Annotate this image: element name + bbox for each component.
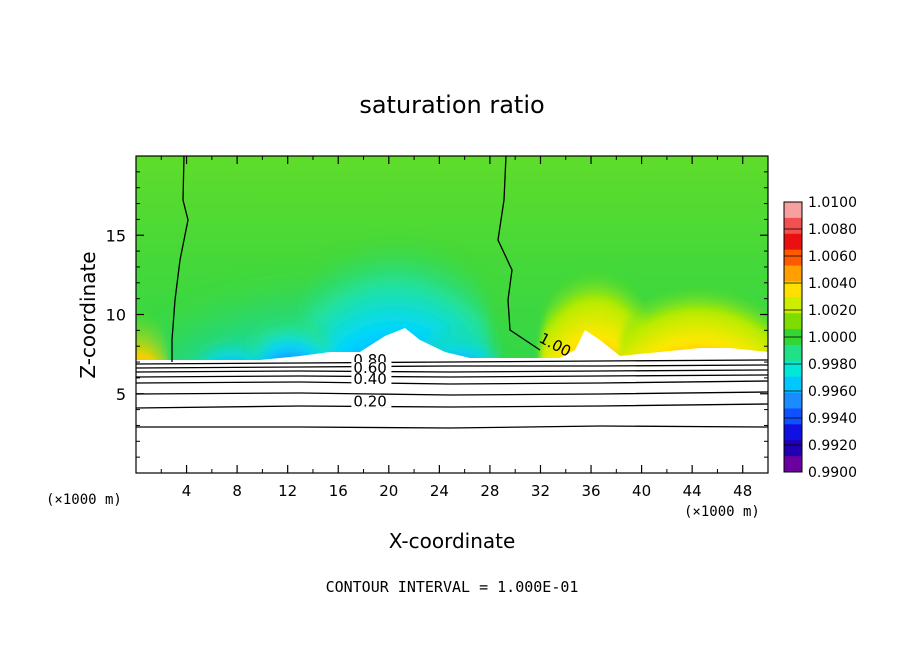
colorbar-segment — [784, 217, 802, 235]
colorbar-label: 1.0100 — [808, 195, 857, 211]
colorbar-segment — [784, 424, 802, 441]
contour-label-bg — [351, 362, 392, 375]
x-tick-label: 28 — [480, 482, 499, 500]
chart-title: saturation ratio — [359, 91, 544, 119]
contour-0.20 — [136, 403, 768, 409]
contour-lines — [136, 156, 768, 429]
y-axis-ticks: 5 10 15 — [106, 171, 768, 458]
colorbar-segment — [784, 297, 802, 314]
x-tick-label: 48 — [733, 482, 752, 500]
colorbar-label: 0.9960 — [808, 384, 857, 400]
colorbar-segment — [784, 456, 802, 473]
colorbar-segment — [784, 408, 802, 425]
colorbar-label: 0.9900 — [808, 465, 857, 481]
x-tick-label: 44 — [683, 482, 702, 500]
contour-label: 0.60 — [353, 359, 386, 377]
colorbar-segment — [784, 313, 802, 330]
colorbar-segment — [784, 360, 802, 378]
colorbar-label: 1.0040 — [808, 276, 857, 292]
colorbar-label: 1.0080 — [808, 222, 857, 238]
plot-area — [136, 156, 768, 473]
x-tick-label: 8 — [232, 482, 242, 500]
y-tick-label: 15 — [106, 226, 126, 245]
contour-0.80b — [136, 364, 768, 369]
colorbar-label: 0.9920 — [808, 438, 857, 454]
x-tick-label: 32 — [531, 482, 550, 500]
x-tick-label: 40 — [632, 482, 651, 500]
colorbar-label: 1.0020 — [808, 303, 857, 319]
y-tick-label: 5 — [116, 385, 126, 404]
colorbar-segment — [784, 202, 802, 219]
y-tick-label: 10 — [106, 306, 126, 325]
colorbar-segment — [784, 249, 802, 267]
contour-label: 0.20 — [353, 392, 386, 410]
x-axis-ticks: 4 8 12 16 20 24 28 32 36 40 44 48 — [160, 156, 752, 500]
x-unit-left: (×1000 m) — [46, 492, 122, 508]
x-tick-label: 24 — [430, 482, 449, 500]
colorbar-segment — [784, 376, 802, 394]
contour-1.00-right — [497, 156, 541, 351]
contour-label-bg — [351, 373, 392, 386]
contour-0.40 — [136, 380, 768, 385]
contour-0.80 — [136, 359, 768, 365]
colorbar-segment — [784, 440, 802, 457]
colorbar-segment — [784, 281, 802, 298]
contour-interval-note: CONTOUR INTERVAL = 1.000E-01 — [326, 578, 579, 596]
x-axis-label: X-coordinate — [389, 529, 516, 553]
contour-label-bg — [351, 395, 392, 408]
terrain-mask — [136, 328, 768, 473]
colorbar-label: 1.0000 — [808, 330, 857, 346]
colorbar-segment — [784, 265, 802, 282]
y-axis-label: Z-coordinate — [76, 251, 100, 378]
colorbar-segment — [784, 233, 802, 251]
contour-0.10 — [136, 425, 768, 429]
x-tick-label: 36 — [581, 482, 600, 500]
x-tick-label: 4 — [182, 482, 192, 500]
x-tick-label: 12 — [278, 482, 297, 500]
colorbar-segment — [784, 344, 802, 362]
colorbar-label: 0.9940 — [808, 411, 857, 427]
colorbar-label: 0.9980 — [808, 357, 857, 373]
colorbar-label: 1.0060 — [808, 249, 857, 265]
contour-0.60 — [136, 369, 768, 373]
contour-0.50 — [136, 374, 768, 378]
x-unit-right: (×1000 m) — [684, 504, 760, 520]
contour-0.30 — [136, 391, 768, 396]
colorbar: 1.0100 1.0080 1.0060 1.0040 1.0020 1.0000 0.99… — [783, 195, 857, 481]
contour-label: 0.40 — [353, 370, 386, 388]
x-tick-label: 16 — [329, 482, 348, 500]
colorbar-segment — [784, 392, 802, 409]
x-tick-label: 20 — [379, 482, 398, 500]
contour-1.00-left — [171, 156, 189, 362]
